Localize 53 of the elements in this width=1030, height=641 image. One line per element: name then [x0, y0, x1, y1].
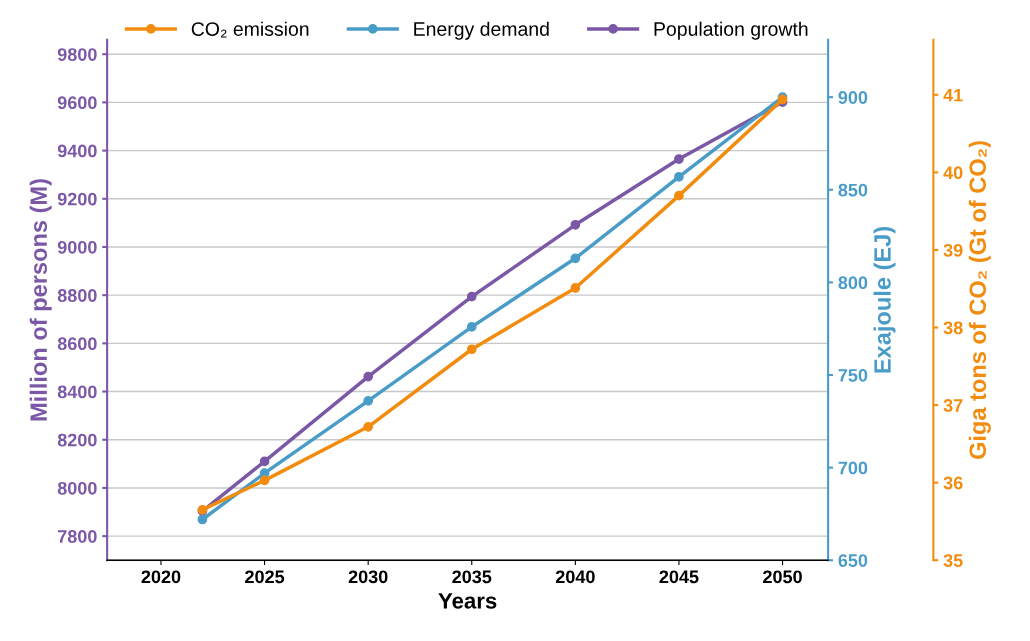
y-tick-label: 9000 — [57, 240, 97, 254]
y3-tick-label: 36 — [943, 476, 963, 490]
y3-tick-label: 40 — [943, 166, 963, 180]
point — [570, 219, 581, 230]
x-tick-label: 2020 — [141, 570, 181, 584]
point — [259, 456, 270, 467]
y-tick-label: 9800 — [57, 48, 97, 61]
y-tick-label: 9400 — [57, 144, 97, 158]
legend-label: Energy demand — [414, 21, 549, 40]
y3-axis-title: Giga tons of CO₂ (Gt of CO₂) — [968, 141, 991, 460]
y2-tick-label: 650 — [838, 554, 868, 567]
point — [674, 171, 684, 182]
x-tick-label: 2035 — [452, 570, 492, 584]
y2-tick-label: 750 — [838, 368, 868, 382]
y-tick-label: 8400 — [57, 385, 97, 399]
point — [674, 190, 684, 201]
x-tick-label: 2050 — [763, 570, 802, 584]
y2-tick-label: 900 — [838, 91, 868, 104]
x-tick-label: 2045 — [659, 570, 699, 584]
y3-tick-label: 35 — [943, 554, 963, 567]
point — [674, 154, 684, 164]
y-axis-title: Million of persons (M) — [29, 179, 52, 421]
y-tick-label: 9200 — [57, 192, 97, 206]
y-tick-label: 8200 — [57, 433, 97, 447]
x-axis-title: Years — [438, 593, 497, 609]
point — [570, 253, 581, 264]
y2-axis-title: Exajoule (EJ) — [873, 227, 896, 373]
y-tick-label: 8800 — [57, 289, 97, 302]
y3-tick-label: 39 — [943, 243, 963, 257]
y2-tick-label: 700 — [838, 461, 868, 475]
legend-label: Population growth — [654, 21, 808, 40]
point — [466, 321, 477, 332]
y3-tick-label: 41 — [943, 88, 963, 102]
point — [466, 344, 477, 355]
x-tick-label: 2030 — [348, 570, 388, 584]
y-tick-label: 9600 — [57, 96, 97, 110]
x-tick-label: 2040 — [555, 570, 595, 584]
y3-tick-label: 37 — [943, 399, 963, 412]
legend-label: CO₂ emission — [191, 21, 309, 38]
y2-tick-label: 850 — [838, 183, 868, 197]
point — [466, 291, 477, 302]
point — [259, 475, 270, 486]
y3-tick-label: 38 — [943, 321, 963, 335]
point — [363, 396, 374, 406]
y-tick-label: 8600 — [57, 337, 97, 351]
point — [570, 283, 581, 293]
point — [363, 421, 374, 432]
y-tick-label: 8000 — [57, 481, 97, 495]
y-tick-label: 7800 — [58, 530, 97, 543]
point — [363, 371, 374, 382]
point — [197, 514, 208, 525]
y2-tick-label: 800 — [838, 276, 868, 290]
x-tick-label: 2025 — [245, 570, 285, 584]
